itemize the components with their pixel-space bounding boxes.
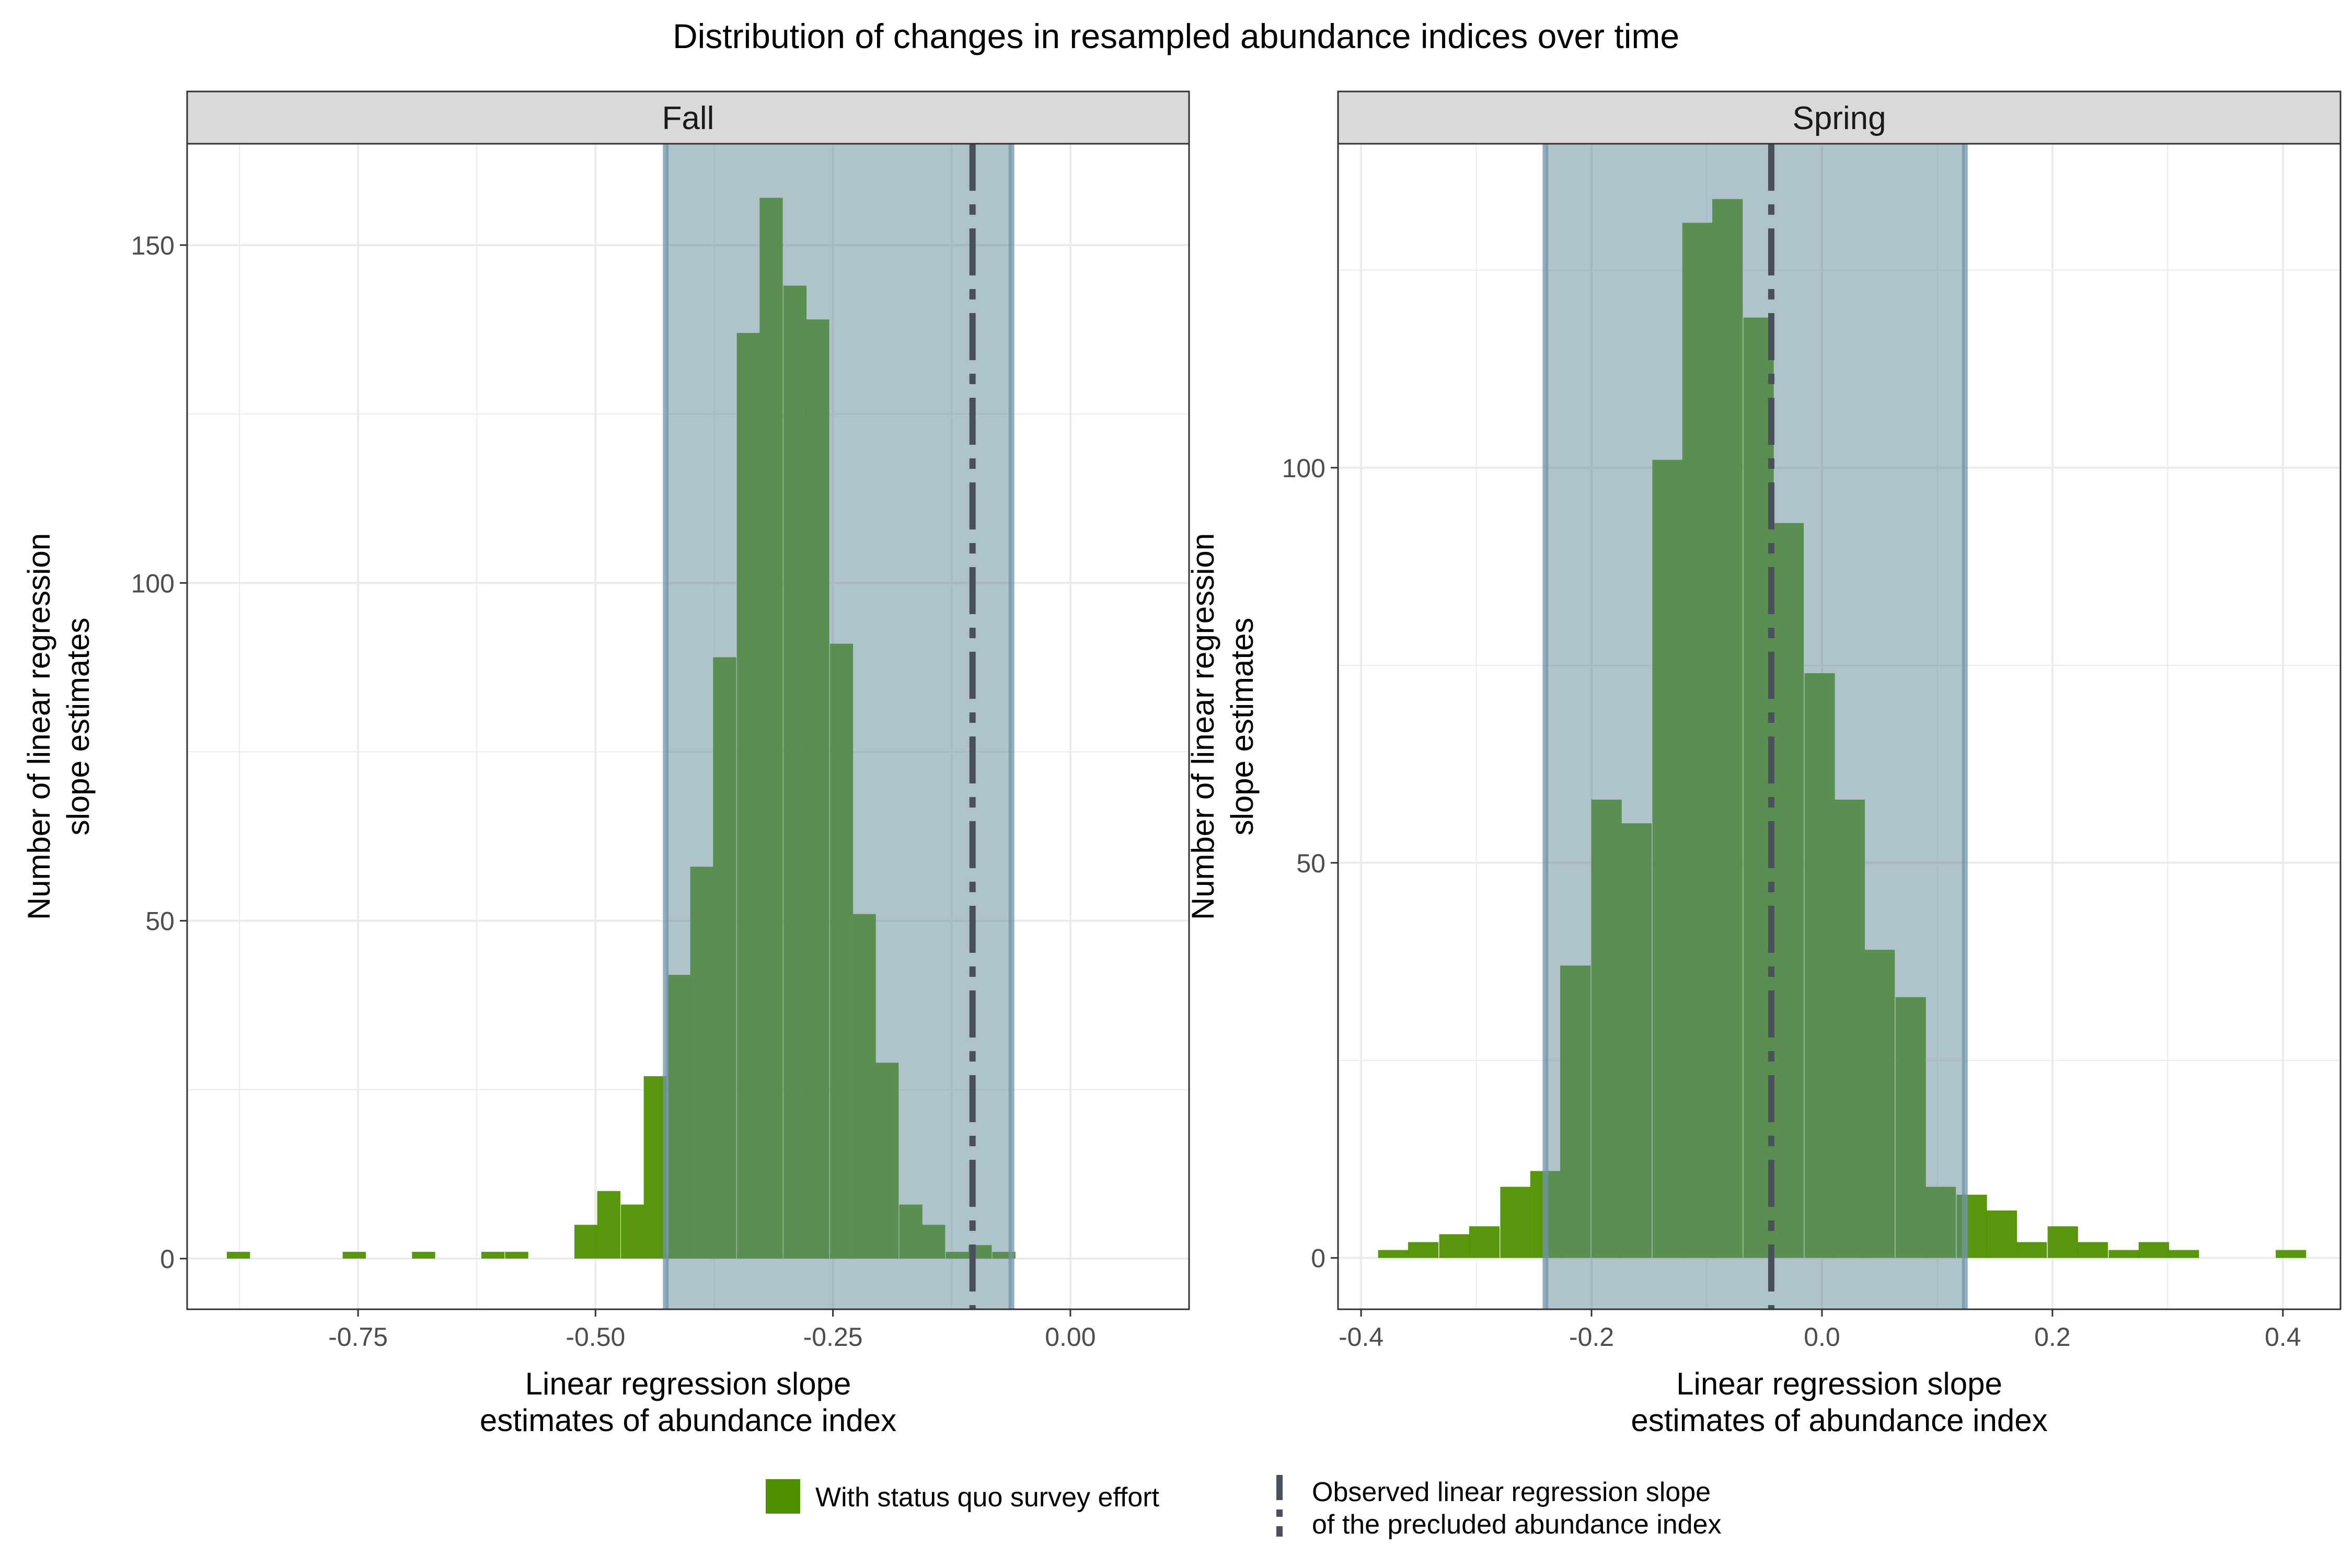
spring-bar — [1469, 1226, 1500, 1258]
spring-y-axis-title-line1: Number of linear regression — [1185, 533, 1220, 920]
spring-bar — [2169, 1250, 2199, 1258]
spring-y-tick-label: 50 — [1296, 849, 1325, 878]
fall-y-tick-label: 100 — [131, 569, 175, 598]
chart-title: Distribution of changes in resampled abu… — [673, 17, 1679, 55]
fall-y-axis: 0 50 100 150 — [131, 231, 187, 1274]
spring-y-axis: 0 50 100 — [1282, 454, 1338, 1273]
spring-bar — [1500, 1186, 1531, 1258]
fall-strip-label: Fall — [662, 100, 714, 136]
spring-y-tick-label: 100 — [1282, 454, 1325, 483]
legend-line-label-2: of the precluded abundance index — [1312, 1509, 1722, 1540]
spring-x-axis-title-line1: Linear regression slope — [1676, 1366, 2002, 1401]
fall-x-tick-label: -0.75 — [328, 1322, 388, 1352]
fall-y-axis-title-line2: slope estimates — [61, 618, 96, 836]
fall-x-tick-label: 0.00 — [1045, 1322, 1096, 1352]
fall-y-axis-title-line1: Number of linear regression — [21, 533, 56, 920]
spring-bar — [2138, 1242, 2169, 1258]
fall-bar — [226, 1252, 250, 1259]
fall-strip — [186, 90, 1190, 145]
spring-bar — [1378, 1250, 1409, 1258]
fall-x-tick-label: -0.50 — [566, 1322, 625, 1352]
legend-line-label-1: Observed linear regression slope — [1312, 1477, 1711, 1507]
spring-bar — [2047, 1226, 2078, 1258]
spring-bar — [2077, 1242, 2108, 1258]
fall-bar — [481, 1252, 505, 1259]
spring-x-axis: -0.4 -0.2 0.0 0.2 0.4 — [1339, 1309, 2301, 1352]
fall-bar — [574, 1225, 598, 1259]
spring-x-tick-label: -0.4 — [1339, 1322, 1383, 1352]
spring-x-tick-label: 0.4 — [2265, 1322, 2301, 1352]
spring-x-axis-title-line2: estimates of abundance index — [1631, 1403, 2047, 1438]
spring-y-axis-title-line2: slope estimates — [1225, 618, 1260, 836]
spring-bar — [1439, 1234, 1470, 1258]
fall-x-axis: -0.75 -0.50 -0.25 0.00 — [328, 1309, 1096, 1352]
spring-ci-band — [1545, 144, 1965, 1309]
fall-bar — [505, 1252, 528, 1259]
spring-x-tick-label: -0.2 — [1569, 1322, 1614, 1352]
spring-bar — [1986, 1210, 2017, 1258]
legend-bar-label: With status quo survey effort — [815, 1482, 1160, 1513]
spring-x-tick-label: 0.2 — [2034, 1322, 2071, 1352]
fall-x-axis-title-line1: Linear regression slope — [525, 1366, 851, 1401]
panel-spring: Spring -0.4 -0.2 0.0 0.2 0.4 0 50 100 Linear regr… — [1185, 90, 2342, 1438]
fall-bar — [621, 1204, 644, 1259]
spring-strip-label: Spring — [1792, 100, 1886, 136]
fall-x-tick-label: -0.25 — [803, 1322, 863, 1352]
fall-y-tick-label: 0 — [160, 1244, 175, 1274]
spring-bar — [2016, 1242, 2047, 1258]
spring-bar — [2276, 1250, 2307, 1258]
fall-bar — [597, 1191, 620, 1259]
spring-bar — [2108, 1250, 2139, 1258]
panel-fall: Fall -0.75 -0.50 -0.25 0.00 0 50 100 150 Linear r… — [21, 90, 1190, 1438]
fall-y-tick-label: 50 — [145, 907, 175, 936]
spring-strip — [1337, 90, 2342, 145]
fall-y-tick-label: 150 — [131, 231, 175, 260]
legend: With status quo survey effort Observed l… — [766, 1475, 1722, 1540]
spring-y-tick-label: 0 — [1311, 1244, 1325, 1273]
fall-bar — [412, 1252, 435, 1259]
fall-bar — [342, 1252, 366, 1259]
spring-bar — [1408, 1242, 1439, 1258]
spring-x-tick-label: 0.0 — [1804, 1322, 1840, 1352]
legend-bar-swatch — [766, 1479, 800, 1514]
fall-ci-band — [665, 144, 1012, 1309]
fall-x-axis-title-line2: estimates of abundance index — [480, 1403, 896, 1438]
